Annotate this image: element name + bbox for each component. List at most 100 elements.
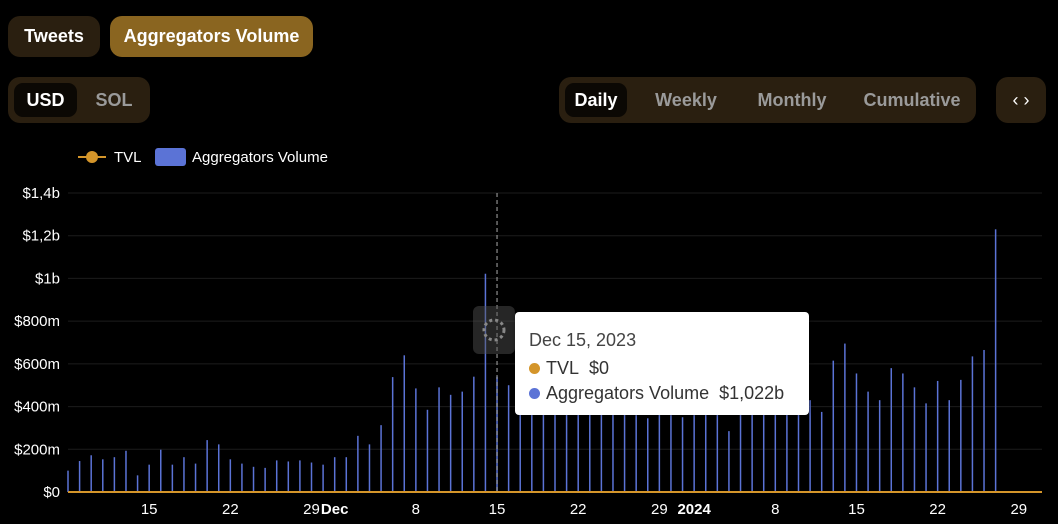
bar-aggregators-volume[interactable]	[507, 385, 510, 492]
bar-aggregators-volume[interactable]	[844, 343, 846, 492]
bar-aggregators-volume[interactable]	[264, 467, 266, 492]
bar-aggregators-volume[interactable]	[461, 391, 463, 492]
period-cumulative-button[interactable]: Cumulative	[863, 89, 961, 110]
bar-aggregators-volume[interactable]	[600, 393, 603, 492]
bar-aggregators-volume[interactable]	[739, 402, 742, 492]
bar-aggregators-volume[interactable]	[102, 459, 104, 492]
legend-aggregators-volume-label: Aggregators Volume	[192, 149, 328, 166]
bar-aggregators-volume[interactable]	[936, 380, 939, 492]
currency-usd-button[interactable]: USD	[14, 83, 77, 117]
bar-aggregators-volume[interactable]	[867, 391, 869, 492]
period-monthly-button[interactable]: Monthly	[757, 89, 827, 110]
bar-aggregators-volume[interactable]	[78, 461, 81, 492]
bar-aggregators-volume[interactable]	[380, 425, 382, 492]
bar-aggregators-volume[interactable]	[554, 391, 556, 492]
bar-aggregators-volume[interactable]	[357, 435, 359, 492]
bar-aggregators-volume[interactable]	[716, 412, 719, 492]
bars	[67, 229, 997, 493]
bar-aggregators-volume[interactable]	[171, 464, 174, 492]
bar-aggregators-volume[interactable]	[229, 459, 232, 492]
bar-aggregators-volume[interactable]	[658, 411, 661, 492]
bar-aggregators-volume[interactable]	[971, 356, 974, 492]
bar-aggregators-volume[interactable]	[728, 431, 730, 492]
bar-aggregators-volume[interactable]	[449, 394, 452, 492]
bar-aggregators-volume[interactable]	[90, 455, 92, 492]
bar-aggregators-volume[interactable]	[345, 457, 348, 492]
bar-aggregators-volume[interactable]	[333, 457, 336, 492]
bar-aggregators-volume[interactable]	[948, 400, 950, 492]
period-daily-button[interactable]: Daily	[565, 83, 627, 117]
bar-aggregators-volume[interactable]	[125, 450, 127, 492]
bar-aggregators-volume[interactable]	[160, 449, 162, 492]
bar-aggregators-volume[interactable]	[960, 379, 962, 492]
bar-aggregators-volume[interactable]	[438, 387, 440, 492]
currency-sol-button[interactable]: SOL	[95, 89, 133, 110]
bar-aggregators-volume[interactable]	[241, 463, 243, 492]
tab-aggregators-volume[interactable]: Aggregators Volume	[110, 16, 313, 57]
bar-aggregators-volume[interactable]	[647, 418, 649, 492]
bar-aggregators-volume[interactable]	[925, 403, 927, 492]
bar-aggregators-volume[interactable]	[762, 383, 765, 492]
bar-aggregators-volume[interactable]	[820, 411, 823, 492]
bar-aggregators-volume[interactable]	[194, 463, 197, 492]
bar-aggregators-volume[interactable]	[890, 368, 893, 492]
legend-item-tvl[interactable]: TVL	[78, 149, 142, 166]
bar-aggregators-volume[interactable]	[878, 400, 881, 492]
bar-aggregators-volume[interactable]	[994, 229, 997, 493]
bar-aggregators-volume[interactable]	[217, 444, 220, 492]
bar-aggregators-volume[interactable]	[322, 464, 324, 492]
bar-aggregators-volume[interactable]	[565, 395, 568, 492]
bar-aggregators-volume[interactable]	[589, 402, 591, 492]
bar-aggregators-volume[interactable]	[693, 415, 695, 492]
x-tick-label: 22	[222, 501, 239, 518]
bar-aggregators-volume[interactable]	[473, 376, 475, 492]
bar-aggregators-volume[interactable]	[136, 475, 139, 492]
bar-aggregators-volume[interactable]	[635, 415, 637, 492]
bar-aggregators-volume[interactable]	[275, 460, 278, 492]
bar-aggregators-volume[interactable]	[670, 415, 672, 492]
bar-aggregators-volume[interactable]	[612, 406, 614, 492]
bar-aggregators-volume[interactable]	[531, 393, 533, 492]
bar-aggregators-volume[interactable]	[391, 377, 394, 492]
bar-aggregators-volume[interactable]	[252, 466, 255, 492]
bar-aggregators-volume[interactable]	[67, 470, 69, 492]
bar-aggregators-volume[interactable]	[681, 417, 684, 492]
bar-aggregators-volume[interactable]	[183, 457, 185, 492]
bar-aggregators-volume[interactable]	[148, 464, 150, 492]
bar-aggregators-volume[interactable]	[577, 398, 579, 492]
bar-aggregators-volume[interactable]	[403, 355, 406, 492]
legend: TVL Aggregators Volume	[78, 148, 328, 166]
x-tick-label: 8	[412, 501, 420, 518]
legend-aggregators-volume-marker	[155, 148, 186, 166]
bar-aggregators-volume[interactable]	[786, 395, 788, 492]
period-weekly-button[interactable]: Weekly	[655, 89, 717, 110]
bar-aggregators-volume[interactable]	[542, 400, 545, 492]
bar-aggregators-volume[interactable]	[113, 457, 116, 492]
bar-aggregators-volume[interactable]	[415, 388, 417, 492]
bar-aggregators-volume[interactable]	[797, 384, 800, 492]
embed-button[interactable]: ‹ ›	[996, 77, 1046, 123]
bar-aggregators-volume[interactable]	[704, 407, 707, 492]
bar-aggregators-volume[interactable]	[287, 461, 290, 492]
tooltip-tvl-dot	[529, 363, 540, 374]
bar-aggregators-volume[interactable]	[983, 349, 985, 492]
bar-aggregators-volume[interactable]	[368, 444, 371, 492]
bar-aggregators-volume[interactable]	[519, 400, 521, 492]
bar-aggregators-volume[interactable]	[310, 462, 313, 492]
bar-aggregators-volume[interactable]	[623, 410, 626, 492]
bar-aggregators-volume[interactable]	[484, 273, 487, 492]
tab-tweets[interactable]: Tweets	[8, 16, 100, 57]
bar-aggregators-volume[interactable]	[426, 409, 429, 492]
currency-toggle: USD SOL	[8, 77, 150, 123]
bar-aggregators-volume[interactable]	[855, 373, 858, 492]
bar-aggregators-volume[interactable]	[299, 460, 301, 492]
legend-item-aggregators-volume[interactable]: Aggregators Volume	[155, 148, 328, 166]
bar-aggregators-volume[interactable]	[832, 360, 835, 492]
bar-aggregators-volume[interactable]	[913, 387, 916, 492]
bar-aggregators-volume[interactable]	[751, 391, 753, 492]
legend-tvl-label: TVL	[114, 149, 142, 166]
bar-aggregators-volume[interactable]	[774, 375, 777, 492]
bar-aggregators-volume[interactable]	[206, 440, 208, 492]
bar-aggregators-volume[interactable]	[902, 373, 904, 492]
bar-aggregators-volume[interactable]	[809, 400, 811, 492]
